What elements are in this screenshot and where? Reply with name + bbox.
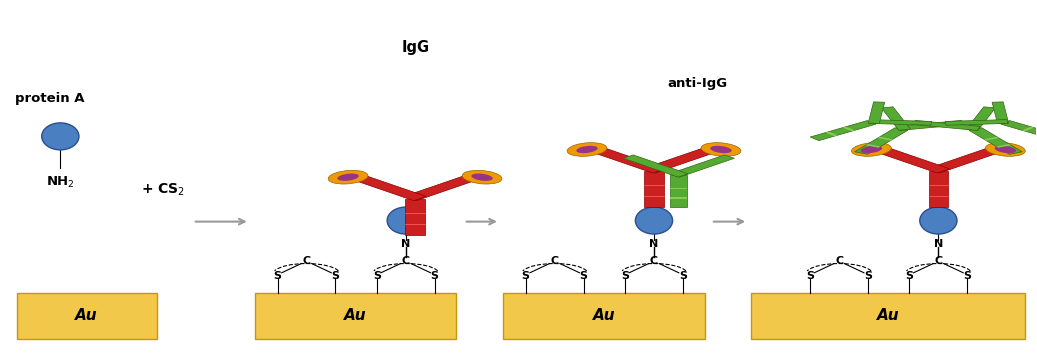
Ellipse shape xyxy=(567,142,607,156)
Ellipse shape xyxy=(985,142,1026,156)
Bar xyxy=(810,121,876,141)
Text: + CS$_2$: + CS$_2$ xyxy=(141,182,185,198)
Bar xyxy=(869,120,931,125)
Text: S: S xyxy=(373,271,381,281)
Text: C: C xyxy=(551,256,559,266)
Bar xyxy=(969,128,1022,154)
Text: S: S xyxy=(963,271,972,281)
Bar xyxy=(929,171,948,207)
Ellipse shape xyxy=(851,142,891,156)
Bar xyxy=(992,102,1009,124)
Text: Au: Au xyxy=(76,308,99,323)
Text: N: N xyxy=(401,239,411,249)
Bar xyxy=(875,147,950,173)
Bar xyxy=(854,128,907,154)
Bar xyxy=(503,293,705,339)
Bar xyxy=(966,107,996,130)
Ellipse shape xyxy=(337,174,359,181)
Bar xyxy=(590,147,665,173)
Text: Au: Au xyxy=(877,308,899,323)
Bar xyxy=(255,293,456,339)
Text: S: S xyxy=(679,271,686,281)
Text: C: C xyxy=(650,256,658,266)
Bar xyxy=(927,147,1002,173)
Bar xyxy=(670,175,688,207)
Bar xyxy=(404,175,479,201)
Ellipse shape xyxy=(920,207,957,234)
Text: C: C xyxy=(934,256,943,266)
Text: S: S xyxy=(905,271,914,281)
Text: S: S xyxy=(580,271,588,281)
Bar xyxy=(670,197,688,199)
Text: S: S xyxy=(332,271,339,281)
Text: C: C xyxy=(303,256,310,266)
Ellipse shape xyxy=(463,170,502,184)
Text: S: S xyxy=(806,271,814,281)
Text: N: N xyxy=(933,239,943,249)
Text: C: C xyxy=(835,256,843,266)
Text: S: S xyxy=(864,271,872,281)
Ellipse shape xyxy=(861,146,882,153)
Bar xyxy=(913,120,980,130)
Bar xyxy=(643,147,718,173)
Bar xyxy=(670,155,734,177)
Ellipse shape xyxy=(710,146,732,153)
Ellipse shape xyxy=(577,146,597,153)
Bar xyxy=(670,188,688,189)
Text: IgG: IgG xyxy=(402,40,430,55)
Bar xyxy=(825,132,838,136)
Bar xyxy=(623,155,688,177)
Ellipse shape xyxy=(387,207,424,234)
Bar xyxy=(843,127,854,131)
Bar xyxy=(945,120,1008,125)
Text: Au: Au xyxy=(344,308,367,323)
Ellipse shape xyxy=(636,207,673,234)
Bar xyxy=(881,107,910,130)
Bar xyxy=(866,144,880,148)
Bar xyxy=(17,293,157,339)
Bar xyxy=(984,137,999,141)
Bar xyxy=(897,120,964,130)
Ellipse shape xyxy=(994,146,1016,153)
Text: S: S xyxy=(621,271,629,281)
Bar xyxy=(644,171,664,207)
Bar xyxy=(997,144,1011,148)
Text: protein A: protein A xyxy=(15,92,84,105)
Bar xyxy=(352,175,426,201)
Bar xyxy=(868,102,885,124)
Bar xyxy=(877,137,893,141)
Bar xyxy=(1001,121,1037,141)
Text: NH$_2$: NH$_2$ xyxy=(46,175,75,190)
Text: S: S xyxy=(522,271,530,281)
Ellipse shape xyxy=(701,142,740,156)
Text: S: S xyxy=(274,271,281,281)
Bar xyxy=(405,199,425,235)
Bar xyxy=(1022,127,1034,131)
Bar xyxy=(751,293,1026,339)
Ellipse shape xyxy=(472,174,493,181)
Ellipse shape xyxy=(41,123,79,150)
Ellipse shape xyxy=(328,170,368,184)
Text: C: C xyxy=(401,256,410,266)
Text: S: S xyxy=(430,271,439,281)
Text: anti-IgG: anti-IgG xyxy=(668,77,728,90)
Text: N: N xyxy=(649,239,658,249)
Text: Au: Au xyxy=(592,308,615,323)
